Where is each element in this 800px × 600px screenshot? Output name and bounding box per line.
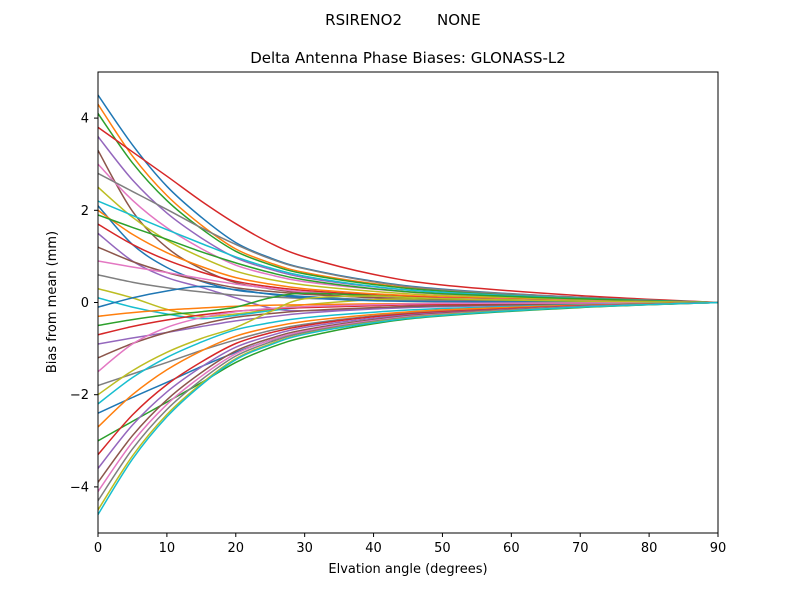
x-tick-label: 10 <box>159 541 176 556</box>
chart-line <box>98 295 718 396</box>
chart-line <box>98 149 718 304</box>
chart-line <box>98 301 718 470</box>
x-tick-label: 60 <box>503 541 520 556</box>
chart-line <box>98 301 718 516</box>
chart-line <box>98 163 718 304</box>
chart-line <box>98 301 718 456</box>
y-axis-label: Bias from mean (mm) <box>45 231 60 373</box>
chart-title: Delta Antenna Phase Biases: GLONASS-L2 <box>250 49 566 67</box>
x-tick-label: 80 <box>641 541 658 556</box>
y-tick-label: 0 <box>81 296 89 311</box>
chart-line <box>98 301 718 502</box>
y-tick-label: −4 <box>70 480 89 495</box>
y-tick-label: 2 <box>81 204 89 219</box>
chart-line <box>98 103 718 304</box>
x-tick-label: 0 <box>94 541 102 556</box>
series-layer <box>98 94 718 516</box>
y-tick-label: −2 <box>70 388 89 403</box>
chart-line <box>98 301 718 493</box>
x-tick-label: 70 <box>572 541 589 556</box>
y-tick-label: 4 <box>81 112 89 127</box>
axes-layer: 0 10 20 30 40 50 60 70 80 90 −4 −2 0 2 4 <box>70 71 727 556</box>
chart-line <box>98 214 718 304</box>
chart-line <box>98 301 718 428</box>
figure-suptitle-left: RSIRENO2 <box>325 11 402 29</box>
figure-suptitle-right: NONE <box>437 11 481 29</box>
x-tick-label: 90 <box>710 541 727 556</box>
chart-line <box>98 126 718 304</box>
chart-line <box>98 301 718 359</box>
x-tick-label: 30 <box>296 541 313 556</box>
x-tick-label: 20 <box>228 541 245 556</box>
chart-line <box>98 301 718 511</box>
chart-line <box>98 301 718 373</box>
chart-line <box>98 285 718 308</box>
chart-line <box>98 94 718 304</box>
x-axis-label: Elvation angle (degrees) <box>328 562 487 577</box>
x-tick-label: 50 <box>434 541 451 556</box>
x-tick-label: 40 <box>365 541 382 556</box>
chart-line <box>98 172 718 304</box>
